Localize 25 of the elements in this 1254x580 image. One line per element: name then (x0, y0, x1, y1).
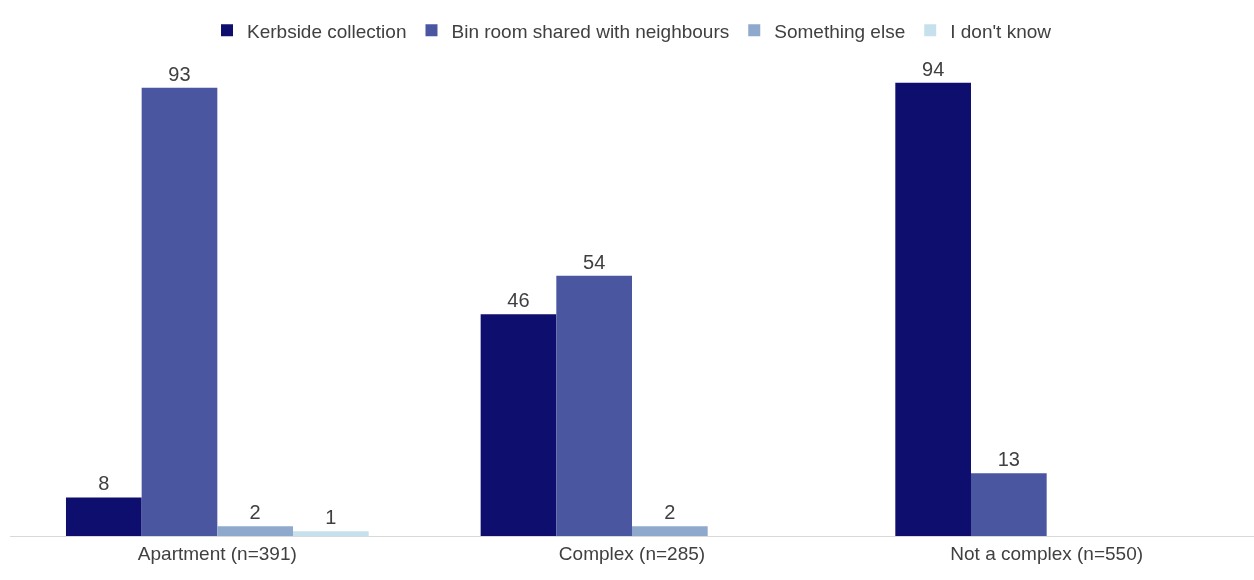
x-tick-label: Complex (n=285) (558, 542, 706, 564)
bar (480, 314, 557, 536)
bar (556, 275, 632, 536)
data-label: 46 (507, 289, 530, 312)
data-label: 2 (664, 501, 676, 524)
bar (970, 473, 1047, 536)
data-label: 2 (249, 501, 261, 524)
bar (895, 82, 971, 536)
legend-label: I don't know (950, 20, 1052, 42)
legend-label: Bin room shared with neighbours (451, 20, 730, 42)
x-tick-label: Apartment (n=391) (137, 542, 297, 564)
bar (632, 526, 708, 536)
legend-label: Something else (774, 20, 906, 42)
bar (141, 87, 218, 536)
legend-label: Kerbside collection (247, 20, 407, 42)
data-label: 13 (997, 448, 1020, 471)
data-label: 93 (168, 62, 191, 85)
data-label: 1 (325, 506, 337, 529)
x-tick-label: Not a complex (n=550) (950, 542, 1144, 564)
data-label: 54 (583, 250, 606, 273)
bar (217, 526, 294, 536)
data-label: 8 (98, 472, 110, 495)
bar (65, 497, 142, 536)
bar (293, 531, 369, 536)
data-label: 94 (922, 57, 945, 80)
